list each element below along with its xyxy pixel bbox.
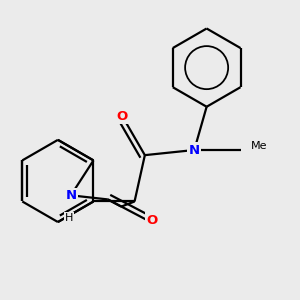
Text: O: O bbox=[146, 214, 158, 226]
Text: H: H bbox=[64, 213, 73, 223]
Text: N: N bbox=[65, 189, 76, 202]
Text: Me: Me bbox=[251, 141, 267, 151]
Text: O: O bbox=[117, 110, 128, 122]
Text: N: N bbox=[189, 143, 200, 157]
